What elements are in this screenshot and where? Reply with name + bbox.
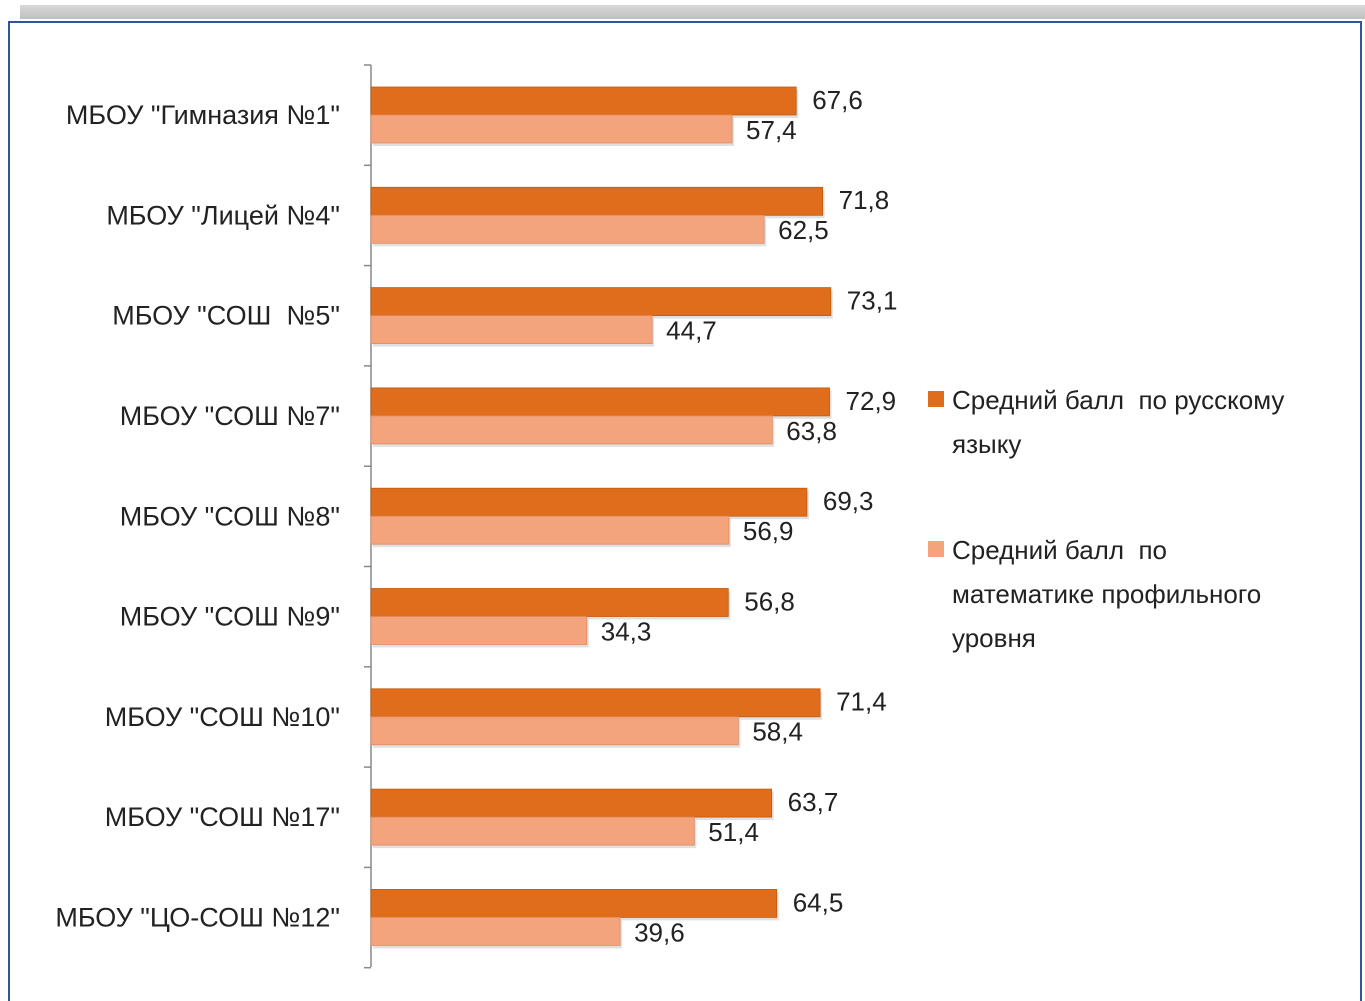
legend-swatch [928, 541, 944, 557]
category-label: МБОУ "СОШ №9" [120, 602, 340, 632]
value-label: 56,9 [743, 516, 794, 546]
category-label: МБОУ "Лицей №4" [106, 200, 340, 230]
legend-label: Средний балл по математике профильного у… [952, 535, 1269, 653]
value-label: 51,4 [708, 817, 759, 847]
category-label: МБОУ "СОШ №7" [120, 401, 340, 431]
bar [370, 487, 808, 517]
category-label: МБОУ "СОШ №8" [120, 501, 340, 531]
value-label: 44,7 [666, 315, 717, 345]
bar [370, 287, 832, 317]
value-label: 72,9 [846, 386, 897, 416]
bar [370, 788, 773, 818]
value-label: 56,8 [744, 586, 795, 616]
bar [370, 816, 695, 846]
legend-item: Средний балл по русскому языку [928, 378, 1313, 466]
value-label: 58,4 [752, 717, 803, 747]
category-label: МБОУ "СОШ №5" [112, 301, 340, 331]
bar [370, 415, 773, 445]
value-label: 73,1 [847, 285, 898, 315]
bar [370, 716, 739, 746]
bar [370, 688, 821, 718]
value-label: 63,8 [786, 416, 837, 446]
bar [370, 515, 730, 545]
value-label: 64,5 [793, 887, 844, 917]
bar [370, 616, 588, 645]
bar [370, 186, 824, 216]
bar [370, 86, 797, 116]
bar [370, 114, 733, 144]
legend-item: Средний балл по математике профильного у… [928, 528, 1288, 660]
category-label: МБОУ "Гимназия №1" [66, 100, 340, 130]
value-label: 71,8 [839, 185, 890, 215]
value-label: 57,4 [746, 115, 797, 145]
bar [370, 889, 778, 918]
category-label: МБОУ "СОШ №10" [105, 702, 340, 732]
top-bar [20, 5, 1365, 19]
bar [370, 588, 729, 617]
bar [370, 315, 653, 345]
value-label: 62,5 [778, 215, 829, 245]
value-label: 67,6 [812, 85, 863, 115]
value-label: 69,3 [823, 486, 874, 516]
bar [370, 917, 621, 946]
legend-swatch [928, 391, 944, 407]
value-label: 34,3 [601, 616, 652, 646]
legend-label: Средний балл по русскому языку [952, 385, 1292, 459]
bar [370, 214, 765, 244]
value-label: 39,6 [634, 917, 685, 947]
value-label: 63,7 [788, 787, 839, 817]
value-label: 71,4 [836, 687, 887, 717]
bar [370, 387, 830, 417]
category-label: МБОУ "СОШ №17" [105, 802, 340, 832]
category-label: МБОУ "ЦО-СОШ №12" [55, 903, 340, 933]
